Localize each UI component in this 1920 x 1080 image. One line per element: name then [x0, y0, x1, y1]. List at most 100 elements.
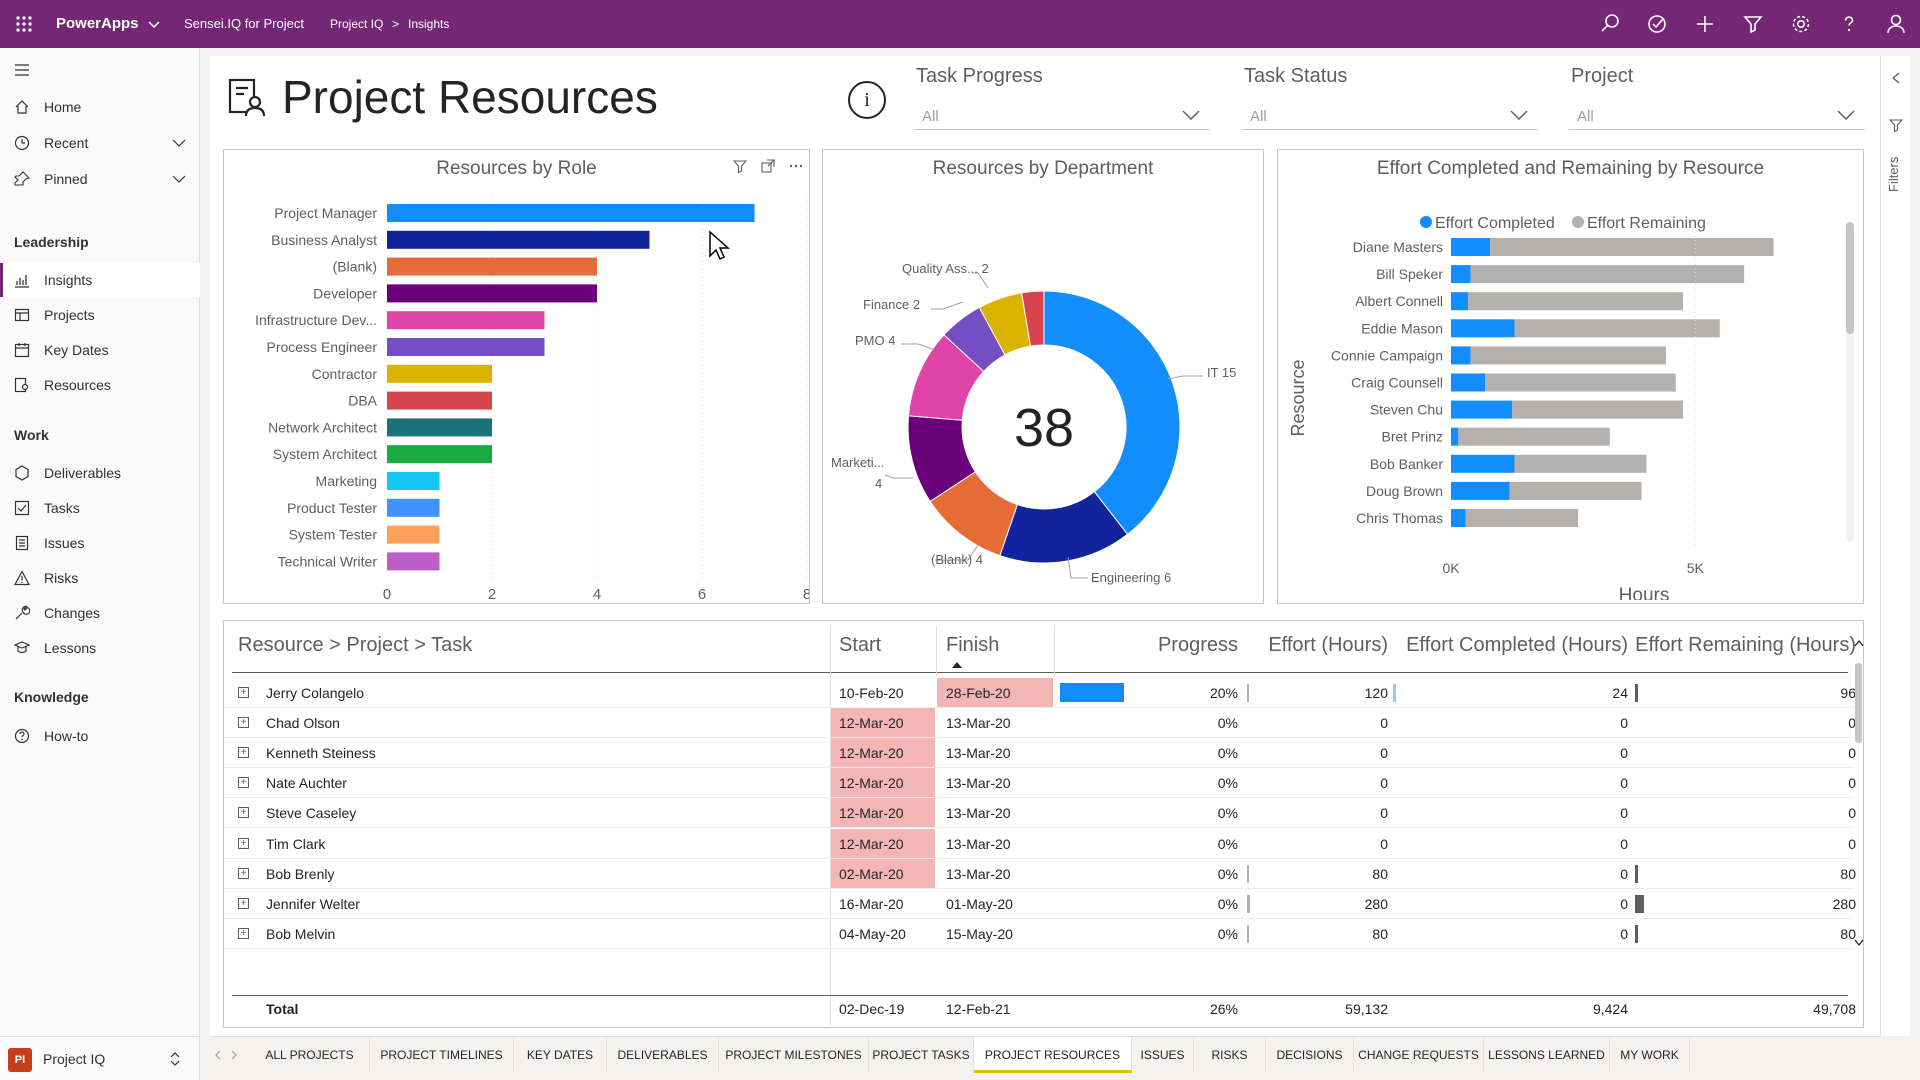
- legend-label[interactable]: Effort Completed: [1435, 215, 1555, 232]
- sidebar-item-pinned[interactable]: Pinned: [0, 162, 200, 196]
- table-row[interactable]: + Jerry Colangelo 10-Feb-20 28-Feb-20 20% 120…: [224, 678, 1856, 709]
- bar-remaining[interactable]: [1490, 238, 1774, 256]
- breadcrumb-app[interactable]: Project IQ: [330, 17, 384, 31]
- effort-by-resource-visual[interactable]: Effort Completed and Remaining by Resour…: [1277, 149, 1864, 604]
- table-row[interactable]: + Bob Melvin 04-May-20 15-May-20 0% 80 0 80: [224, 919, 1856, 949]
- bar-completed[interactable]: [1451, 481, 1510, 500]
- table-row[interactable]: + Chad Olson 12-Mar-20 13-Mar-20 0% 0 0 0: [224, 708, 1856, 739]
- slicer-task-progress[interactable]: All: [914, 100, 1210, 130]
- bar-completed[interactable]: [1451, 454, 1515, 473]
- environment-name[interactable]: Sensei.IQ for Project: [184, 16, 304, 31]
- tab-project-milestones[interactable]: PROJECT MILESTONES: [719, 1037, 869, 1073]
- bar-remaining[interactable]: [1514, 454, 1647, 473]
- filter-icon[interactable]: [1741, 12, 1765, 36]
- slicer-project[interactable]: All: [1569, 100, 1865, 130]
- table-row[interactable]: + Bob Brenly 02-Mar-20 13-Mar-20 0% 80 0 80: [224, 858, 1856, 889]
- add-icon[interactable]: [1693, 12, 1717, 36]
- scrollbar-thumb[interactable]: [1855, 663, 1862, 743]
- donut-slice[interactable]: [1043, 290, 1181, 536]
- app-launcher-icon[interactable]: [12, 12, 36, 36]
- bar[interactable]: [387, 204, 755, 222]
- table-row[interactable]: + Steve Caseley 12-Mar-20 13-Mar-20 0% 0 0 0: [224, 798, 1856, 829]
- sidebar-item-recent[interactable]: Recent: [0, 126, 200, 160]
- resources-by-department-visual[interactable]: Resources by Department 38 IT 15 Engineeri…: [822, 149, 1264, 604]
- bar-remaining[interactable]: [1512, 400, 1684, 419]
- resources-by-role-visual[interactable]: Resources by Role 0 2 4 6 8 Project Manager Bu…: [223, 149, 810, 604]
- expand-icon[interactable]: +: [238, 777, 249, 789]
- bar-completed[interactable]: [1451, 373, 1486, 392]
- gear-icon[interactable]: [1789, 12, 1813, 36]
- area-switcher[interactable]: PI Project IQ: [0, 1036, 200, 1080]
- bar-completed[interactable]: [1451, 238, 1491, 256]
- tab-project-tasks[interactable]: PROJECT TASKS: [869, 1037, 974, 1073]
- tab-project-resources[interactable]: PROJECT RESOURCES: [974, 1037, 1132, 1073]
- expand-icon[interactable]: +: [238, 897, 249, 909]
- bar[interactable]: [387, 284, 597, 303]
- breadcrumb-page[interactable]: Insights: [408, 17, 450, 31]
- bar-remaining[interactable]: [1514, 319, 1720, 338]
- bar-completed[interactable]: [1451, 400, 1513, 419]
- filters-pane[interactable]: Filters: [1880, 56, 1910, 1036]
- expand-icon[interactable]: +: [238, 747, 249, 759]
- bar-remaining[interactable]: [1458, 427, 1610, 446]
- tab-decisions[interactable]: DECISIONS: [1266, 1037, 1354, 1073]
- bar-remaining[interactable]: [1485, 373, 1676, 392]
- tab-all-projects[interactable]: ALL PROJECTS: [250, 1037, 370, 1073]
- bar[interactable]: [387, 472, 440, 490]
- bar-remaining[interactable]: [1470, 265, 1745, 284]
- column-header-start[interactable]: Start: [839, 634, 882, 656]
- hamburger-icon[interactable]: [14, 62, 30, 78]
- sidebar-item-changes[interactable]: Changes: [0, 596, 200, 630]
- sidebar-item-key-dates[interactable]: Key Dates: [0, 333, 200, 367]
- bar[interactable]: [387, 364, 492, 383]
- more-options-icon[interactable]: [788, 158, 804, 174]
- help-icon[interactable]: [1837, 12, 1861, 36]
- bar[interactable]: [387, 257, 597, 276]
- tab-risks[interactable]: RISKS: [1194, 1037, 1266, 1073]
- legend-label[interactable]: Effort Remaining: [1587, 215, 1706, 232]
- bar-completed[interactable]: [1451, 346, 1471, 365]
- focus-mode-icon[interactable]: [760, 158, 776, 174]
- scroll-down-icon[interactable]: [1854, 939, 1864, 947]
- sidebar-item-insights[interactable]: Insights: [0, 263, 200, 297]
- bar-completed[interactable]: [1451, 292, 1469, 311]
- expand-icon[interactable]: +: [238, 927, 249, 939]
- bar[interactable]: [387, 418, 492, 437]
- sidebar-item-issues[interactable]: Issues: [0, 526, 200, 560]
- column-header-effort-completed[interactable]: Effort Completed (Hours): [1406, 634, 1628, 656]
- bar-completed[interactable]: [1451, 427, 1459, 446]
- app-name[interactable]: PowerApps: [56, 15, 139, 32]
- column-header-finish[interactable]: Finish: [946, 634, 1000, 656]
- tab-issues[interactable]: ISSUES: [1132, 1037, 1194, 1073]
- chevron-down-icon[interactable]: [172, 172, 186, 186]
- sidebar-item-lessons[interactable]: Lessons: [0, 631, 200, 665]
- task-check-icon[interactable]: [1645, 12, 1669, 36]
- table-row[interactable]: + Jennifer Welter 16-Mar-20 01-May-20 0% 280 0…: [224, 889, 1856, 919]
- donut-slice[interactable]: [1021, 290, 1045, 347]
- tab-key-dates[interactable]: KEY DATES: [514, 1037, 607, 1073]
- bar[interactable]: [387, 552, 440, 571]
- tab-next-icon[interactable]: [230, 1050, 238, 1060]
- bar[interactable]: [387, 391, 492, 410]
- bar[interactable]: [387, 311, 545, 330]
- sidebar-item-home[interactable]: Home: [0, 90, 200, 124]
- bar-remaining[interactable]: [1509, 481, 1642, 500]
- bar-remaining[interactable]: [1465, 509, 1579, 527]
- bar-completed[interactable]: [1451, 265, 1471, 284]
- bar-remaining[interactable]: [1470, 346, 1666, 365]
- sidebar-item-resources[interactable]: Resources: [0, 368, 200, 402]
- bar-remaining[interactable]: [1468, 292, 1684, 311]
- resource-matrix-visual[interactable]: Resource > Project > Task Start Finish P…: [223, 620, 1864, 1028]
- sidebar-item-tasks[interactable]: Tasks: [0, 491, 200, 525]
- bar-completed[interactable]: [1451, 319, 1515, 338]
- expand-icon[interactable]: +: [238, 807, 249, 819]
- bar[interactable]: [387, 338, 545, 356]
- visual-filter-icon[interactable]: [732, 158, 748, 174]
- tab-deliverables[interactable]: DELIVERABLES: [607, 1037, 719, 1073]
- chevron-down-icon[interactable]: [146, 16, 162, 32]
- table-row[interactable]: + Kenneth Steiness 12-Mar-20 13-Mar-20 0% 0 0 0: [224, 738, 1856, 769]
- expand-icon[interactable]: +: [238, 837, 249, 849]
- slicer-task-status[interactable]: All: [1242, 100, 1538, 130]
- table-row[interactable]: + Nate Auchter 12-Mar-20 13-Mar-20 0% 0 0 0: [224, 768, 1856, 799]
- scrollbar-thumb[interactable]: [1846, 222, 1854, 334]
